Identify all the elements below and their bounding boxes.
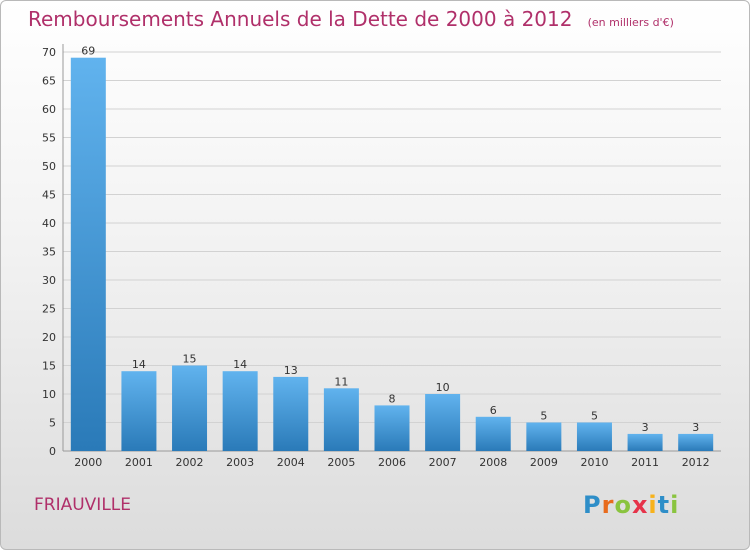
x-tick-label: 2000 <box>74 456 102 469</box>
bar <box>475 416 511 451</box>
bar-value-label: 11 <box>334 375 348 388</box>
chart-unit: (en milliers d'€) <box>587 16 674 29</box>
bar-value-label: 5 <box>591 410 598 423</box>
x-tick-label: 2005 <box>327 456 355 469</box>
bar-value-label: 69 <box>81 45 95 58</box>
y-tick-label: 10 <box>42 388 56 401</box>
y-tick-label: 5 <box>49 417 56 430</box>
bar <box>323 388 359 451</box>
y-tick-label: 45 <box>42 189 56 202</box>
bar-value-label: 5 <box>540 410 547 423</box>
bar-value-label: 8 <box>389 392 396 405</box>
bar-value-label: 3 <box>642 421 649 434</box>
x-tick-label: 2004 <box>277 456 305 469</box>
logo-letter: x <box>631 491 649 519</box>
x-tick-label: 2003 <box>226 456 254 469</box>
y-tick-label: 65 <box>42 75 56 88</box>
x-tick-label: 2006 <box>378 456 406 469</box>
bar <box>576 422 612 451</box>
x-tick-label: 2001 <box>125 456 153 469</box>
y-tick-label: 15 <box>42 360 56 373</box>
y-tick-label: 70 <box>42 46 56 59</box>
chart-title-block: Remboursements Annuels de la Dette de 20… <box>28 7 674 31</box>
y-tick-label: 40 <box>42 217 56 230</box>
data-labels: 69 14 15 14 13 11 8 10 6 5 5 3 3 <box>81 45 699 434</box>
bar <box>222 371 258 451</box>
bar <box>678 433 714 451</box>
x-tick-label: 2008 <box>479 456 507 469</box>
y-tick-label: 20 <box>42 331 56 344</box>
bars <box>70 57 714 451</box>
grid-lines <box>63 51 721 452</box>
bar-value-label: 15 <box>183 353 197 366</box>
bar-value-label: 13 <box>284 364 298 377</box>
chart-title: Remboursements Annuels de la Dette de 20… <box>28 7 573 31</box>
x-tick-label: 2002 <box>176 456 204 469</box>
bar <box>425 394 461 451</box>
bar-value-label: 14 <box>132 358 146 371</box>
bar-value-label: 14 <box>233 358 247 371</box>
bar <box>70 57 106 451</box>
x-tick-label: 2012 <box>682 456 710 469</box>
axes <box>62 44 721 452</box>
logo-letter: P <box>583 491 602 519</box>
y-tick-label: 50 <box>42 160 56 173</box>
bar <box>121 371 157 451</box>
logo-letter: i <box>648 491 658 519</box>
place-name: FRIAUVILLE <box>34 495 132 515</box>
bar <box>526 422 562 451</box>
bar <box>273 376 309 451</box>
x-tick-label: 2011 <box>631 456 659 469</box>
y-tick-label: 25 <box>42 303 56 316</box>
logo-letter: r <box>601 491 615 519</box>
logo-letter: i <box>670 491 680 519</box>
proxiti-logo: Proxiti <box>583 491 679 519</box>
bar <box>627 433 663 451</box>
x-tick-label: 2010 <box>580 456 608 469</box>
bar-value-label: 3 <box>692 421 699 434</box>
bar <box>374 405 410 451</box>
y-tick-label: 30 <box>42 274 56 287</box>
bar-value-label: 6 <box>490 404 497 417</box>
bar <box>172 365 208 451</box>
x-tick-label: 2007 <box>429 456 457 469</box>
logo-letter: t <box>657 491 671 519</box>
x-tick-label: 2009 <box>530 456 558 469</box>
y-tick-label: 0 <box>49 445 56 458</box>
y-tick-label: 55 <box>42 132 56 145</box>
y-tick-label: 60 <box>42 103 56 116</box>
bar-value-label: 10 <box>436 381 450 394</box>
logo-letter: o <box>614 491 632 519</box>
y-tick-label: 35 <box>42 246 56 259</box>
